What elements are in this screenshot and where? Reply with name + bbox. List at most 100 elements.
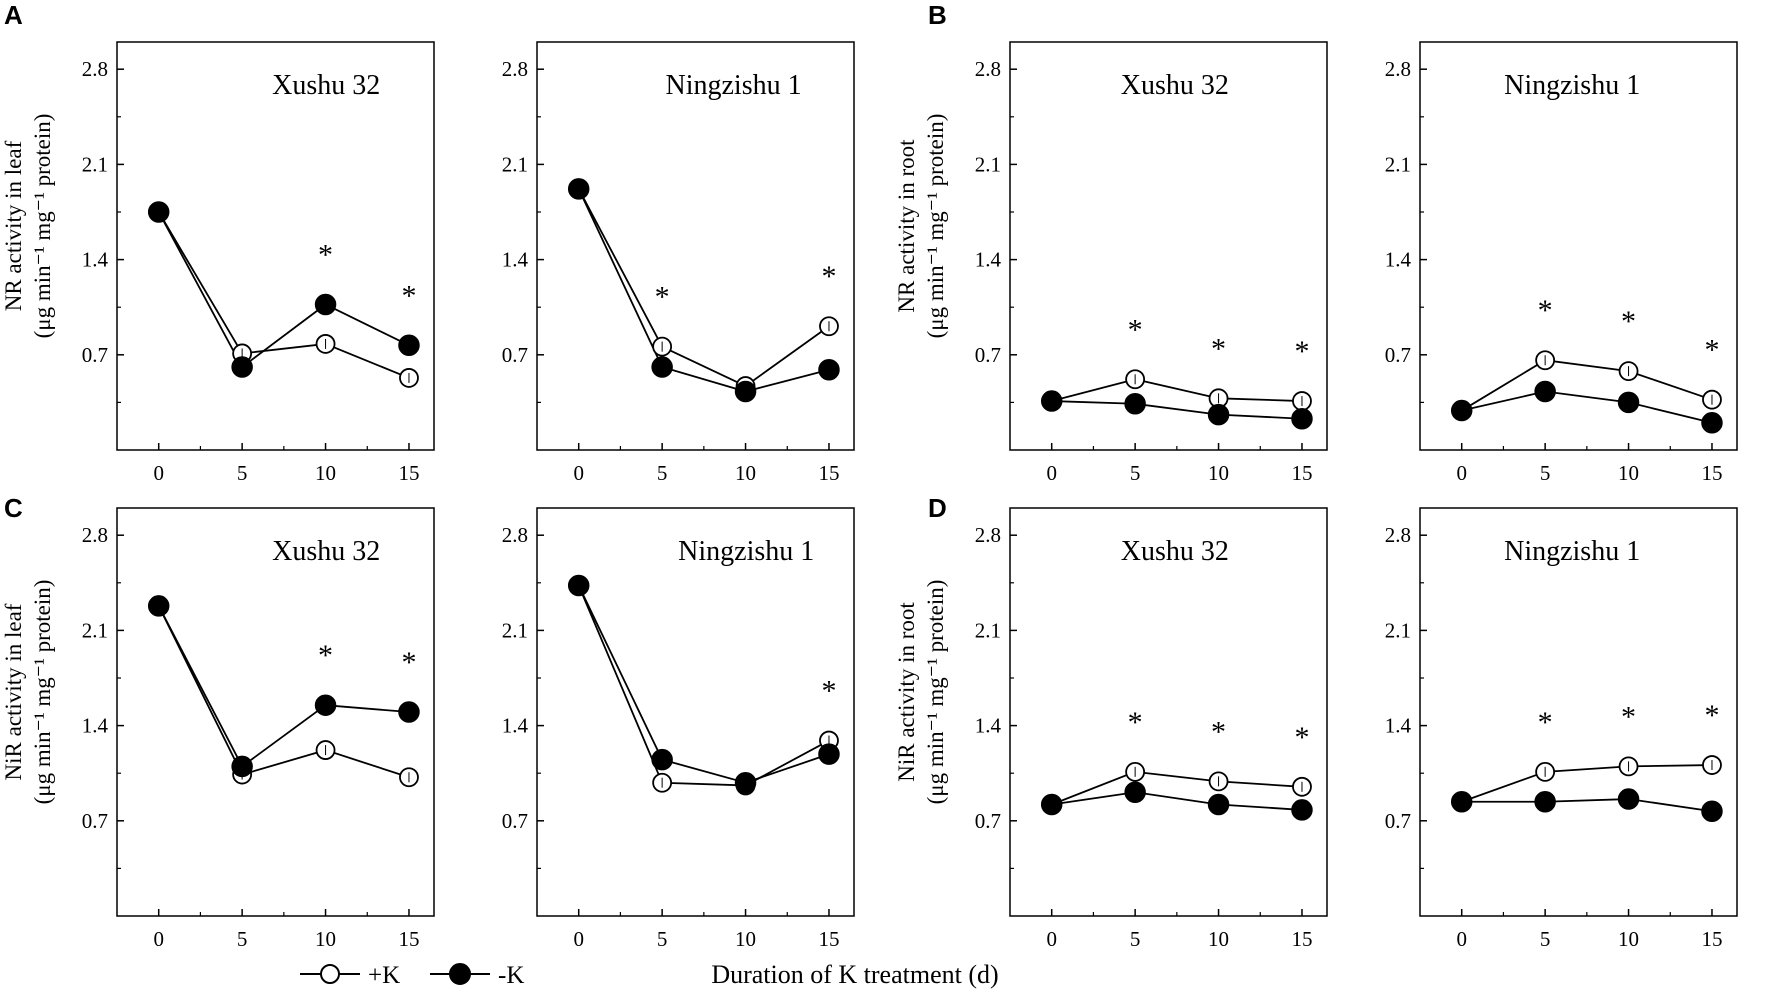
data-point-minus-k [651,748,673,771]
significance-star: * [1211,715,1226,748]
x-tick-label: 5 [1130,927,1141,951]
panel-letter: A [4,0,23,30]
x-tick-label: 10 [1618,927,1639,951]
significance-star: * [1294,335,1309,368]
series-line-plus-k [577,188,830,388]
significance-star: * [1621,305,1636,338]
y-tick-label: 2.1 [502,152,528,176]
y-tick-label: 2.1 [82,618,108,642]
y-axis-label-line-2: (μg min⁻¹ mg⁻¹ protein) [923,580,948,805]
data-point-minus-k [147,201,170,223]
significance-star: * [1128,313,1143,346]
y-tick-label: 2.1 [975,152,1001,176]
plot-frame [1009,507,1328,917]
data-point-minus-k [818,359,840,381]
x-tick-label: 0 [1456,927,1467,951]
plot-frame [536,41,855,451]
legend-marker-plus-k [320,964,340,984]
chart-panel-4: 0.7 1.4 2.1 2.8 0 5 10 15 Ningzishu 1 * * * [1385,41,1738,485]
x-tick-label: 5 [1540,461,1551,485]
y-axis-label-line-1: NiR activity in root [894,602,919,782]
data-point-minus-k [1450,399,1473,422]
significance-star: * [821,675,836,708]
significance-star: * [1128,706,1143,739]
y-tick-label: 0.7 [502,343,528,367]
x-tick-label: 10 [735,927,756,951]
x-tick-label: 0 [1046,927,1057,951]
panel-title: Xushu 32 [272,536,380,567]
y-axis-label-line-2: (μg min⁻¹ mg⁻¹ protein) [923,114,948,339]
y-tick-label: 0.7 [1385,809,1411,833]
panel-title: Xushu 32 [1121,536,1229,567]
plot-frame [116,507,435,917]
plot-frame [1419,41,1738,451]
y-tick-label: 2.8 [1385,57,1411,81]
y-axis-label-line-1: NiR activity in leaf [1,603,26,780]
series-line-plus-k [1461,359,1713,412]
panel-letter: D [928,493,947,523]
data-point-minus-k [1207,403,1230,426]
data-point-minus-k [651,356,673,378]
y-tick-label: 0.7 [82,343,108,367]
x-tick-label: 10 [1208,927,1229,951]
x-tick-label: 10 [1208,461,1229,485]
data-point-minus-k [1040,793,1063,816]
y-axis-label-line-2: (μg min⁻¹ mg⁻¹ protein) [30,580,55,805]
data-point-minus-k [1040,390,1063,412]
significance-star: * [1294,721,1309,754]
plot-frame [1419,507,1738,917]
series-line-minus-k [1051,400,1303,420]
data-point-minus-k [1450,791,1473,813]
x-tick-label: 15 [818,461,839,485]
x-axis-label: Duration of K treatment (d) [711,960,998,989]
data-point-minus-k [314,293,337,316]
y-tick-label: 2.8 [82,523,108,547]
panel-title: Xushu 32 [272,70,380,101]
y-tick-label: 2.8 [82,57,108,81]
x-tick-label: 0 [573,927,584,951]
chart-panel-6: 0.7 1.4 2.1 2.8 0 5 10 15 Ningzishu 1 * [502,507,855,951]
data-point-minus-k [818,743,840,765]
significance-star: * [821,260,836,293]
plot-frame [1009,41,1328,451]
y-tick-label: 2.8 [1385,523,1411,547]
y-tick-label: 1.4 [502,248,529,272]
legend: +K -K [300,962,524,989]
y-tick-label: 1.4 [82,714,109,738]
x-tick-label: 10 [315,461,336,485]
series-line-minus-k [1461,390,1713,424]
series-line-minus-k [1051,791,1303,811]
y-tick-label: 1.4 [82,248,109,272]
series-line-plus-k [1051,378,1303,402]
x-tick-label: 5 [237,927,248,951]
x-tick-label: 0 [573,461,584,485]
y-tick-label: 1.4 [502,714,529,738]
data-point-minus-k [314,694,337,716]
significance-star: * [1538,294,1553,327]
legend-label-minus-k: -K [498,962,524,989]
data-point-minus-k [567,178,590,200]
y-tick-label: 2.1 [975,618,1001,642]
significance-star: * [1704,699,1719,732]
data-point-minus-k [734,380,757,403]
x-tick-label: 0 [153,461,164,485]
series-line-plus-k [157,605,410,779]
significance-star: * [1704,334,1719,367]
series-line-plus-k [1051,770,1303,806]
y-axis-label-line-1: NR activity in root [894,139,919,313]
y-tick-label: 0.7 [502,809,528,833]
panel-title: Ningzishu 1 [678,536,814,567]
x-tick-label: 10 [735,461,756,485]
x-tick-label: 10 [315,927,336,951]
data-point-minus-k [1207,793,1230,816]
y-tick-label: 2.8 [975,523,1001,547]
series-line-minus-k [577,585,830,784]
chart-panel-2: 0.7 1.4 2.1 2.8 0 5 10 15 Ningzishu 1 * * [502,41,855,485]
data-point-minus-k [1534,791,1556,813]
y-tick-label: 2.1 [82,152,108,176]
significance-star: * [1621,700,1636,733]
plot-frame [536,507,855,917]
x-tick-label: 15 [1701,927,1722,951]
series-line-plus-k [1461,764,1712,803]
y-tick-label: 2.8 [502,57,528,81]
